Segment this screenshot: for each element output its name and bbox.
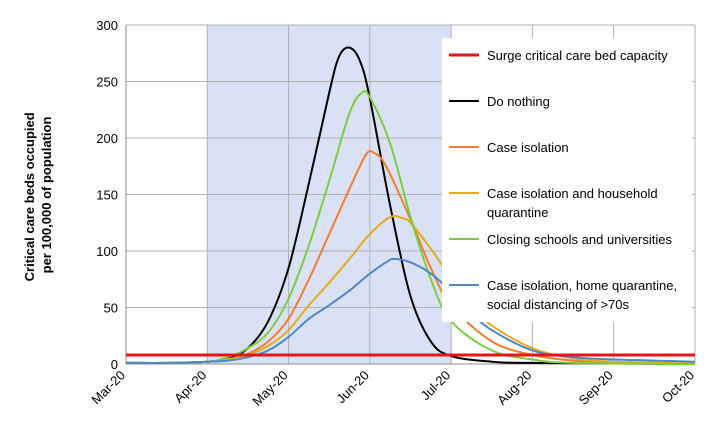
legend-label: Case isolation and household quarantine bbox=[487, 186, 658, 220]
y-tick-label: 100 bbox=[96, 244, 118, 259]
y-tick-label: 150 bbox=[96, 188, 118, 203]
y-tick-label: 250 bbox=[96, 75, 118, 90]
legend-label: Closing schools and universities bbox=[487, 232, 672, 247]
y-axis-label-line-2: per 100,000 of population bbox=[39, 117, 54, 274]
y-tick-label: 0 bbox=[111, 357, 118, 372]
y-tick-label: 200 bbox=[96, 131, 118, 146]
legend-label: Do nothing bbox=[487, 94, 550, 109]
legend-label: Surge critical care bed capacity bbox=[487, 48, 668, 63]
legend-background bbox=[442, 38, 692, 322]
y-axis-label: Critical care beds occupied per 100,000 … bbox=[22, 109, 54, 282]
y-tick-label: 300 bbox=[96, 18, 118, 33]
y-tick-labels: 0 50 100 150 200 250 300 bbox=[96, 18, 118, 372]
series-line bbox=[125, 215, 696, 364]
y-tick-label: 50 bbox=[104, 301, 118, 316]
legend-label: Case isolation bbox=[487, 140, 569, 155]
y-axis-label-line-1: Critical care beds occupied bbox=[22, 112, 37, 281]
legend-label: Case isolation, home quarantine, social d… bbox=[487, 278, 677, 312]
legend: Surge critical care bed capacity Do nothi… bbox=[442, 38, 692, 322]
